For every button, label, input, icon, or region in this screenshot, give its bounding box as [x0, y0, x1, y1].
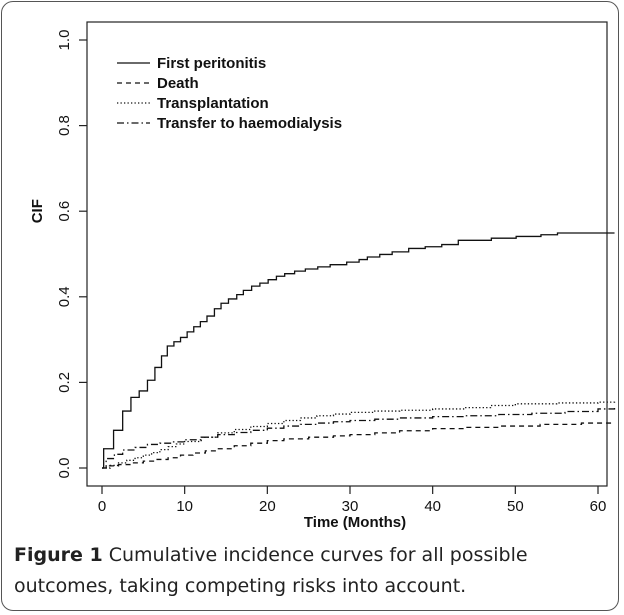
y-tick-label-0: 0.0	[56, 458, 73, 479]
y-axis-title: CIF	[29, 199, 46, 223]
figure-caption: Figure 1 Cumulative incidence curves for …	[14, 540, 606, 602]
figure-caption-text: Cumulative incidence curves for all poss…	[14, 544, 528, 597]
cumulative-incidence-chart: 0 10 20 30 40 50 60 0.0 0.2 0.4 0.6 0.8 1.0 Time (Mon…	[29, 21, 616, 531]
legend-label-transfer-to-haemodialysis: Transfer to haemodialysis	[157, 115, 342, 132]
x-axis-title: Time (Months)	[304, 514, 406, 531]
x-tick-label-10: 10	[176, 498, 193, 515]
x-tick-label-40: 40	[424, 498, 441, 515]
x-tick-label-60: 60	[590, 498, 607, 515]
series-line-transplantation	[102, 401, 616, 469]
figure-label: Figure 1	[14, 544, 103, 566]
x-tick-label-20: 20	[259, 498, 276, 515]
y-tick-label-0.8: 0.8	[56, 115, 73, 136]
series-layer	[102, 232, 616, 469]
axes-layer: 0 10 20 30 40 50 60 0.0 0.2 0.4 0.6 0.8 1.0 Time (Mon…	[29, 21, 608, 531]
plot-border	[86, 21, 608, 487]
series-line-death	[102, 422, 615, 469]
legend-label-first-peritonitis: First peritonitis	[157, 55, 266, 72]
x-tick-label-30: 30	[342, 498, 359, 515]
y-tick-label-0.6: 0.6	[56, 201, 73, 222]
legend-label-death: Death	[157, 75, 199, 92]
series-line-transfer-to-haemodialysis	[102, 407, 616, 469]
legend-label-transplantation: Transplantation	[157, 95, 269, 112]
x-tick-label-50: 50	[507, 498, 524, 515]
legend: First peritonitis Death Transplantation Tra…	[117, 55, 342, 132]
series-line-first-peritonitis	[102, 232, 615, 469]
y-tick-label-0.2: 0.2	[56, 372, 73, 393]
x-tick-label-0: 0	[98, 498, 106, 515]
y-tick-label-0.4: 0.4	[56, 286, 73, 307]
y-tick-label-1: 1.0	[56, 30, 73, 51]
